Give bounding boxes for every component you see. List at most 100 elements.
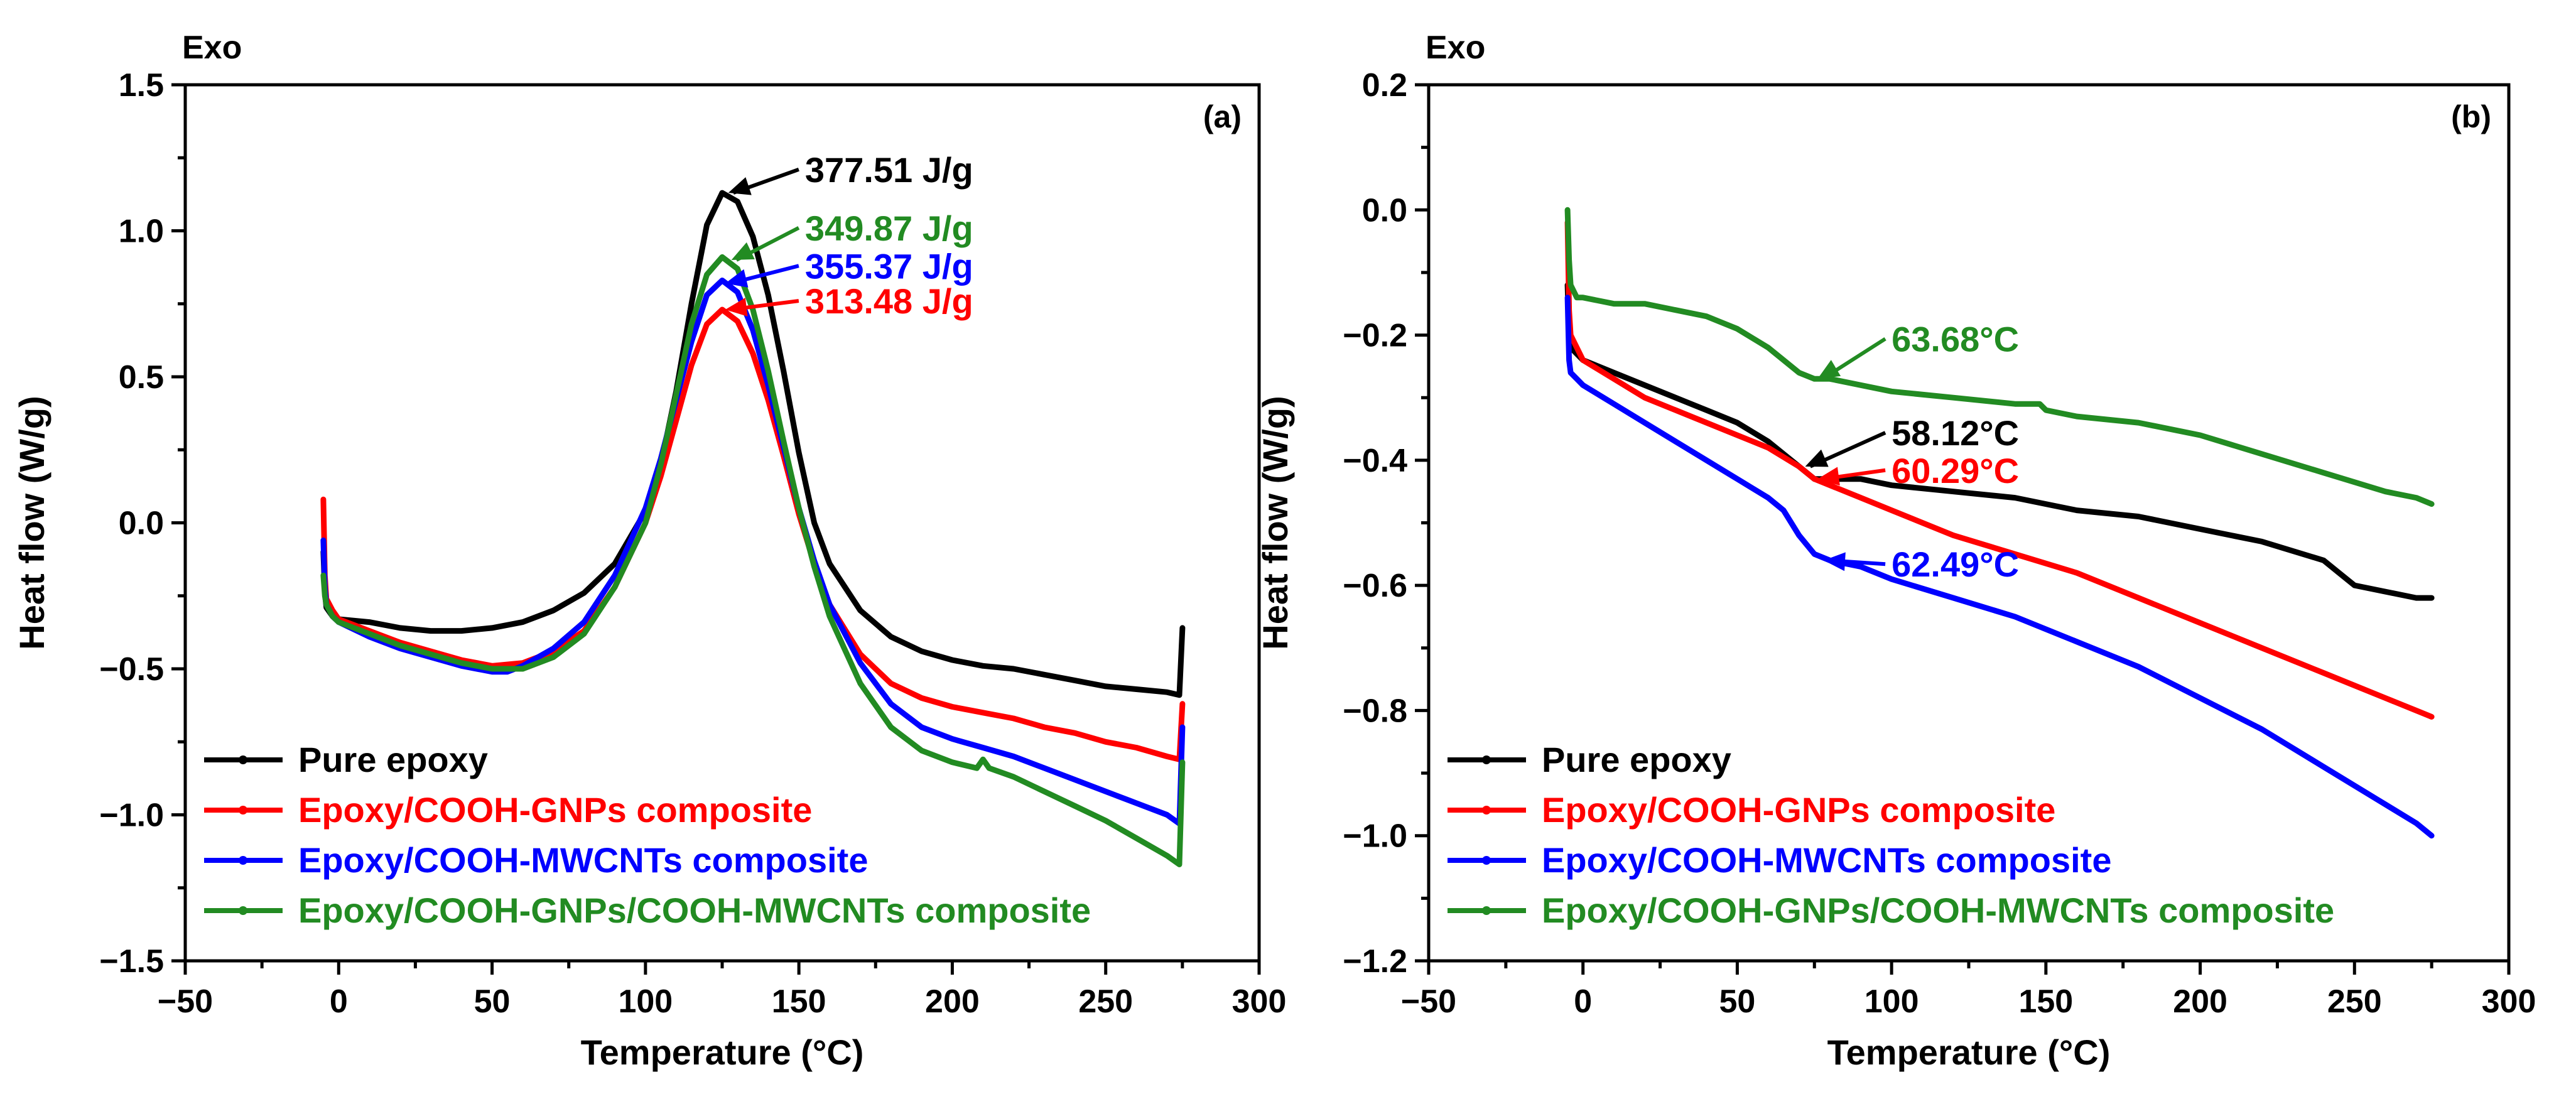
data-point [1042,789,1047,794]
annotation-arrow-head [728,177,752,195]
data-point [1134,835,1139,841]
data-point [2043,408,2048,413]
data-point [1889,507,1895,513]
data-point [950,704,955,710]
x-tick-label: 100 [1864,983,1919,1020]
data-point [2136,514,2141,519]
y-tick-label: −1.2 [1343,943,1407,980]
chart-panel-b: −50 0 50 100 150 200 250 300 −1.2 −1.0 −0.8 −0.6 −0.… [1255,30,2536,1072]
data-point [1673,395,1679,401]
data-point [2259,539,2265,544]
data-point [2037,401,2042,407]
data-point [2074,414,2079,420]
x-tick-label: 200 [925,983,980,1020]
data-point [1704,408,1709,413]
data-point [2259,451,2265,457]
data-point [1177,862,1182,867]
data-point [689,301,695,306]
x-tick-label: 200 [2173,983,2227,1020]
data-point [320,497,326,502]
annotation-arrow-head [1817,467,1840,486]
data-point [1765,445,1771,450]
data-point [642,520,648,526]
data-point [1734,433,1740,438]
annotation-label: 349.87 J/g [805,208,973,248]
data-point [2197,695,2203,701]
data-point [2197,620,2203,625]
legend-label: Epoxy/COOH-GNPs/COOH-MWCNTs composite [298,891,1091,930]
data-point [1072,730,1078,736]
data-point [950,759,955,765]
data-point [1566,257,1572,263]
data-point [322,593,328,598]
annotation-arrow-head [1805,449,1829,467]
data-point [2429,595,2435,601]
data-point [766,292,771,298]
data-point [2321,764,2327,770]
legend-marker [239,806,247,815]
legend-label: Epoxy/COOH-MWCNTs composite [298,840,868,880]
legend-marker [1482,906,1491,915]
data-point [1611,401,1616,407]
data-point [2012,551,2018,557]
data-point [551,654,556,660]
data-point [735,318,740,324]
data-point [1611,376,1616,382]
data-point [1042,766,1047,771]
x-tick-label: 50 [474,983,511,1020]
data-point [1568,370,1574,376]
data-point [1642,382,1647,388]
data-point [796,506,802,511]
panel-label: (a) [1203,99,1242,134]
data-point [1179,625,1185,631]
data-point [1611,301,1616,306]
data-point [919,725,924,730]
data-point [1179,701,1185,706]
x-axis-label: Temperature (°C) [1827,1032,2111,1072]
data-point [673,391,679,397]
data-point [1103,683,1108,689]
data-point [2429,501,2435,507]
exo-label: Exo [1426,30,1485,66]
data-point [781,438,786,444]
data-point [689,362,695,368]
data-point [1011,774,1017,779]
data-point [2336,570,2342,576]
data-point [689,322,695,327]
data-point [1781,357,1787,363]
data-point [1827,482,1832,488]
data-point [857,660,863,666]
annotation-label: 60.29°C [1891,451,2019,490]
data-point [2336,676,2342,682]
data-point [1134,745,1139,750]
annotation-label: 63.68°C [1891,320,2019,359]
data-point [857,608,863,613]
data-point [1858,476,1863,482]
data-point [2321,558,2327,563]
data-point [1704,457,1709,463]
annotation-arrow-head [1817,360,1841,379]
data-point [1179,759,1185,765]
data-point [367,631,372,637]
data-point [720,307,725,312]
y-tick-label: 0.2 [1362,67,1407,104]
data-point [980,663,986,669]
data-point [2259,727,2265,732]
data-point [1164,754,1170,759]
data-point [735,266,740,271]
data-point [520,619,526,625]
data-point [1951,395,1956,401]
data-point [2136,664,2141,669]
data-point [735,290,740,295]
data-point [658,462,664,467]
data-point [2413,495,2419,501]
data-point [1673,307,1679,313]
data-point [2413,708,2419,713]
data-point [398,642,403,648]
data-point [2321,470,2327,475]
data-point [1858,564,1863,570]
data-point [1734,476,1740,482]
x-tick-label: 0 [330,983,348,1020]
data-point [336,619,342,625]
data-point [1568,282,1574,288]
